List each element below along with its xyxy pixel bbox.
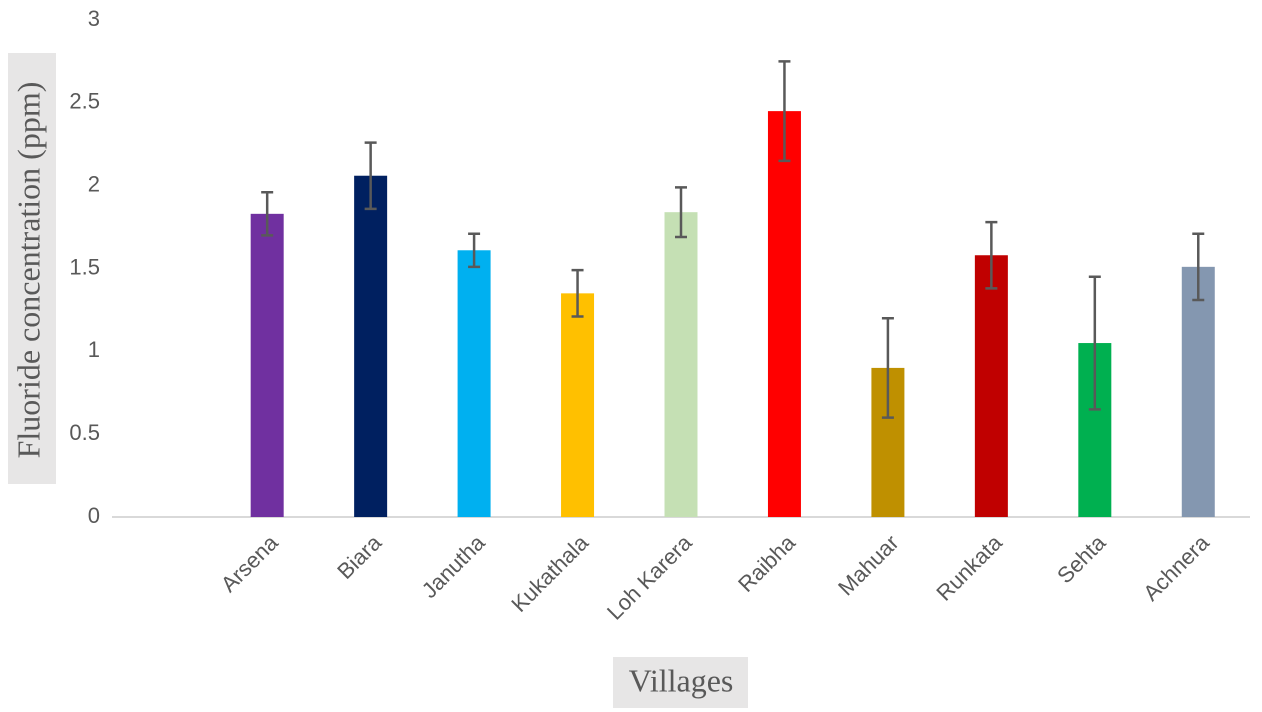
error-bar bbox=[364, 141, 377, 211]
bar bbox=[974, 255, 1008, 517]
x-tick-label: Raibha bbox=[733, 529, 801, 597]
x-tick-label: Biara bbox=[332, 529, 387, 584]
y-tick-label: 2.5 bbox=[69, 89, 100, 114]
error-bar bbox=[468, 232, 481, 269]
error-bar bbox=[778, 60, 791, 163]
x-tick-label: Sehta bbox=[1052, 529, 1111, 588]
y-tick-label: 0 bbox=[88, 503, 100, 528]
x-tick-label: Arsena bbox=[216, 529, 284, 597]
bar bbox=[457, 250, 491, 517]
error-bar bbox=[1192, 232, 1205, 302]
bar bbox=[664, 212, 698, 517]
bar bbox=[354, 175, 388, 517]
x-tick-label: Runkata bbox=[931, 529, 1007, 605]
x-tick-label: Kukathala bbox=[506, 529, 593, 616]
bar bbox=[1181, 266, 1215, 517]
y-tick-label: 3 bbox=[88, 6, 100, 31]
error-bar bbox=[1088, 275, 1101, 411]
x-tick-label: Achnera bbox=[1138, 529, 1214, 605]
error-bar bbox=[571, 268, 584, 318]
x-tick-label: Loh Karera bbox=[602, 529, 697, 624]
y-axis-title: Fluoride concentration (ppm) bbox=[10, 82, 46, 459]
error-bar bbox=[261, 191, 274, 237]
bar bbox=[561, 293, 595, 517]
y-title-box bbox=[8, 53, 56, 484]
bar bbox=[767, 111, 801, 517]
error-bar bbox=[675, 186, 687, 239]
y-tick-label: 1 bbox=[88, 337, 100, 362]
bar bbox=[250, 213, 284, 517]
error-bar bbox=[881, 316, 894, 419]
y-tick-label: 1.5 bbox=[69, 254, 100, 279]
y-tick-label: 0.5 bbox=[69, 420, 100, 445]
x-tick-label: Janutha bbox=[417, 529, 491, 603]
error-bar bbox=[985, 220, 998, 290]
y-tick-label: 2 bbox=[88, 171, 100, 196]
x-title-box bbox=[613, 657, 748, 708]
x-axis-title: Villages bbox=[629, 662, 734, 698]
x-tick-label: Mahuar bbox=[833, 530, 903, 600]
